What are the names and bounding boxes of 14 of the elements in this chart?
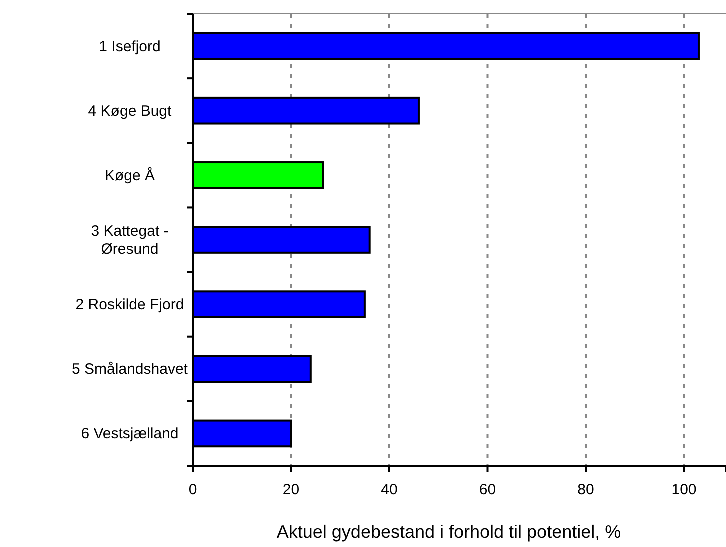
x-tick-label: 100 xyxy=(672,482,697,499)
x-tick-label: 80 xyxy=(578,482,594,499)
x-tick-label: 60 xyxy=(479,482,496,499)
y-tick-label: 4 Køge Bugt xyxy=(88,102,173,120)
y-tick-label: 1 Isefjord xyxy=(99,38,161,56)
x-tick-label: 0 xyxy=(188,482,198,499)
x-axis-title: Aktuel gydebestand i forhold til potentiel, % xyxy=(276,522,622,542)
y-tick-label: 3 Kattegat - Øresund xyxy=(91,223,169,258)
x-tick-label: 40 xyxy=(381,482,398,499)
x-tick-label: 20 xyxy=(282,482,300,499)
y-tick-label: 5 Smålandshavet xyxy=(72,361,189,378)
y-tick-label: 6 Vestsjælland xyxy=(81,426,179,443)
y-tick-label: Køge Å xyxy=(104,166,156,184)
y-tick-label: 2 Roskilde Fjord xyxy=(76,296,184,314)
